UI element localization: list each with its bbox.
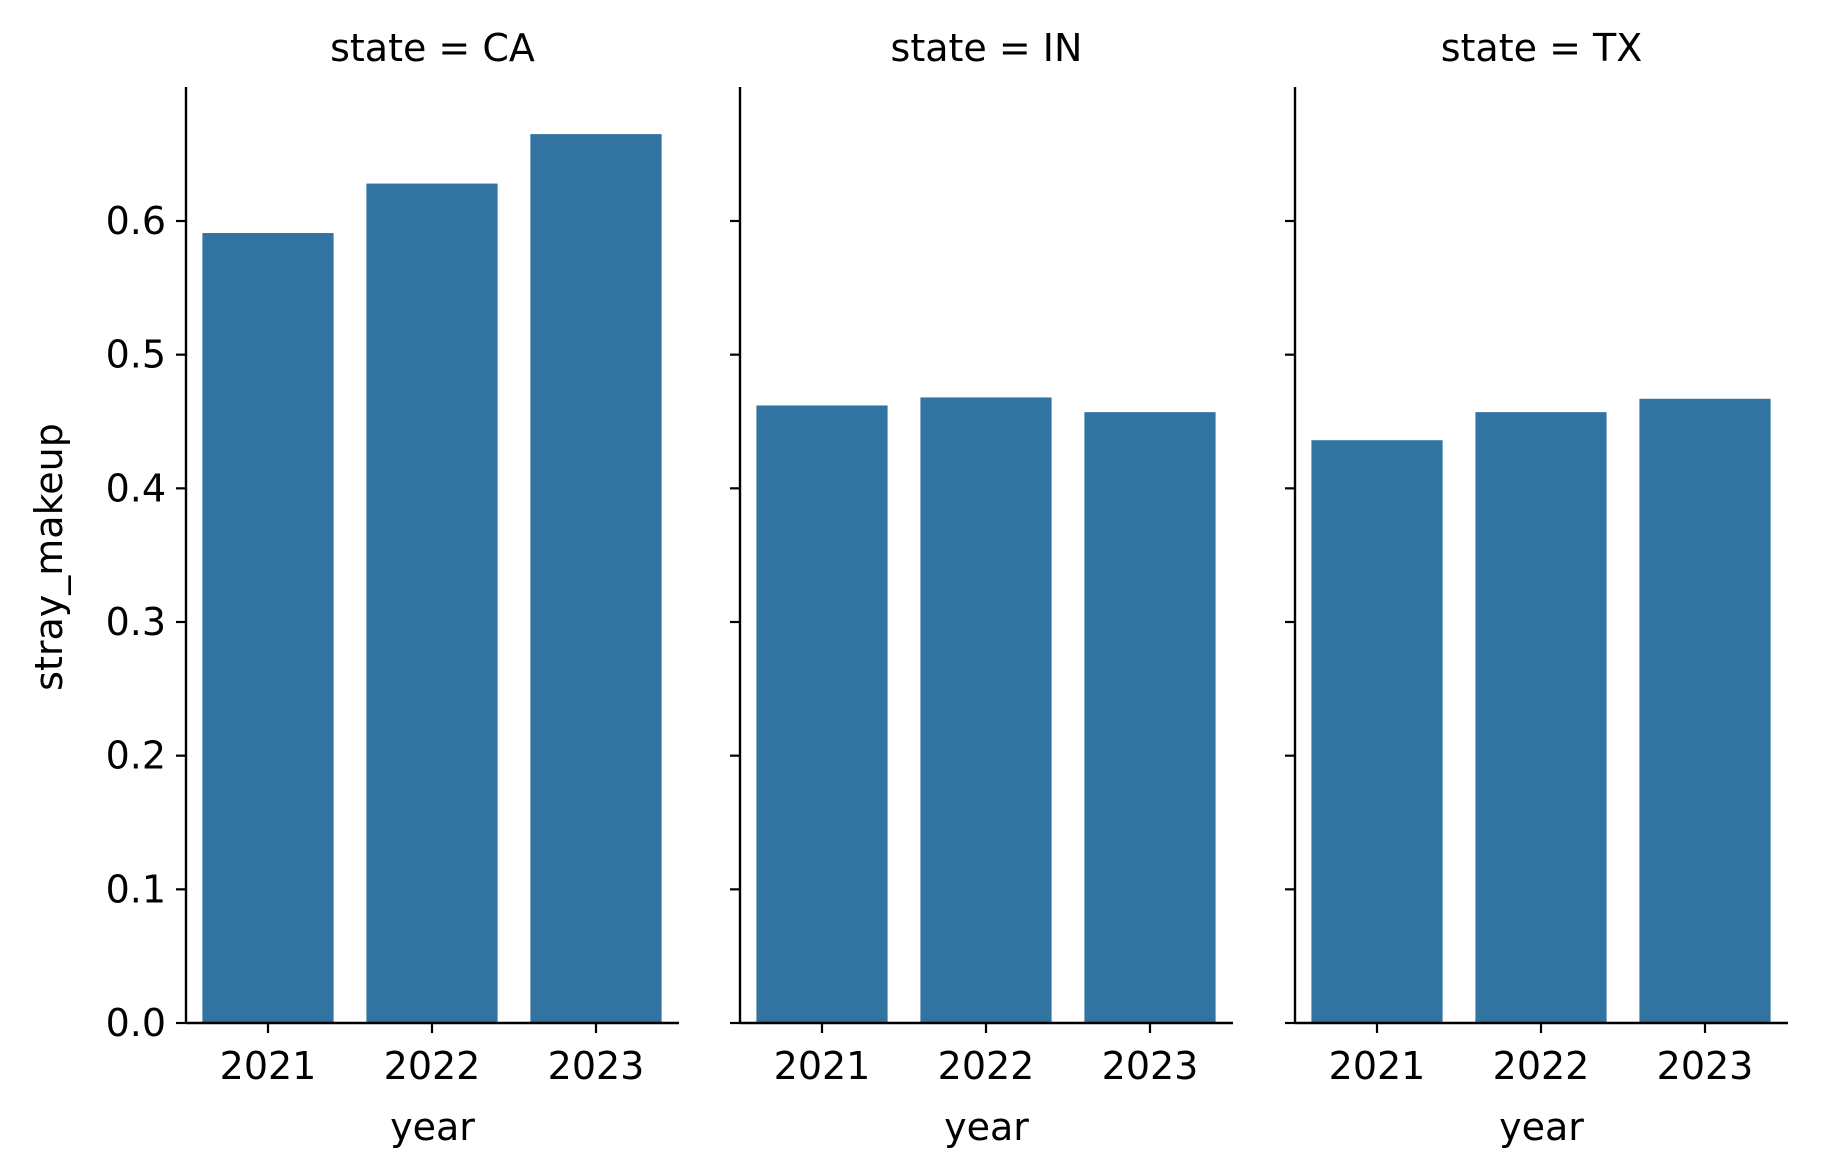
bar-2022 <box>366 183 498 1023</box>
facet-panel-1: state = CA 2021 2022 2023 0.0 0.1 0.2 0.3 0.4 0.5… <box>106 26 679 1149</box>
x-axis-label: year <box>1499 1105 1584 1149</box>
x-tick-label: 2022 <box>938 1044 1035 1088</box>
bar-2021 <box>1311 440 1443 1023</box>
y-tick-label: 0.2 <box>106 734 166 778</box>
bar-2021 <box>202 233 334 1023</box>
bar-2023 <box>1084 412 1216 1024</box>
bar-2022 <box>920 397 1052 1023</box>
bar-2021 <box>756 405 888 1024</box>
bar-2023 <box>1639 398 1771 1023</box>
bar-2023 <box>530 134 662 1023</box>
y-tick-label: 0.1 <box>106 867 166 911</box>
bar-2022 <box>1475 412 1607 1024</box>
x-tick-label: 2022 <box>1493 1044 1590 1088</box>
facet-title: state = CA <box>330 26 535 70</box>
x-tick-label: 2021 <box>220 1044 317 1088</box>
y-tick-label: 0.6 <box>106 199 166 243</box>
y-tick-label: 0.3 <box>106 600 166 644</box>
x-axis-label: year <box>944 1105 1029 1149</box>
x-tick-label: 2022 <box>384 1044 481 1088</box>
facet-panel-3: state = TX 2021 2022 2023 year <box>1285 26 1788 1149</box>
y-tick-label: 0.5 <box>106 333 166 377</box>
x-tick-label: 2023 <box>1657 1044 1754 1088</box>
facet-panel-2: state = IN 2021 2022 2023 year <box>730 26 1233 1149</box>
y-axis-label: stray_makeup <box>27 423 71 691</box>
facet-title: state = IN <box>891 26 1083 70</box>
facets-group: state = CA 2021 2022 2023 0.0 0.1 0.2 0.3 0.4 0.5… <box>106 26 1788 1149</box>
x-tick-label: 2023 <box>548 1044 645 1088</box>
y-tick-label: 0.0 <box>106 1001 166 1045</box>
x-axis-label: year <box>390 1105 475 1149</box>
x-tick-label: 2023 <box>1102 1044 1199 1088</box>
x-tick-label: 2021 <box>774 1044 871 1088</box>
x-tick-label: 2021 <box>1329 1044 1426 1088</box>
y-tick-label: 0.4 <box>106 466 166 510</box>
facet-title: state = TX <box>1441 26 1643 70</box>
